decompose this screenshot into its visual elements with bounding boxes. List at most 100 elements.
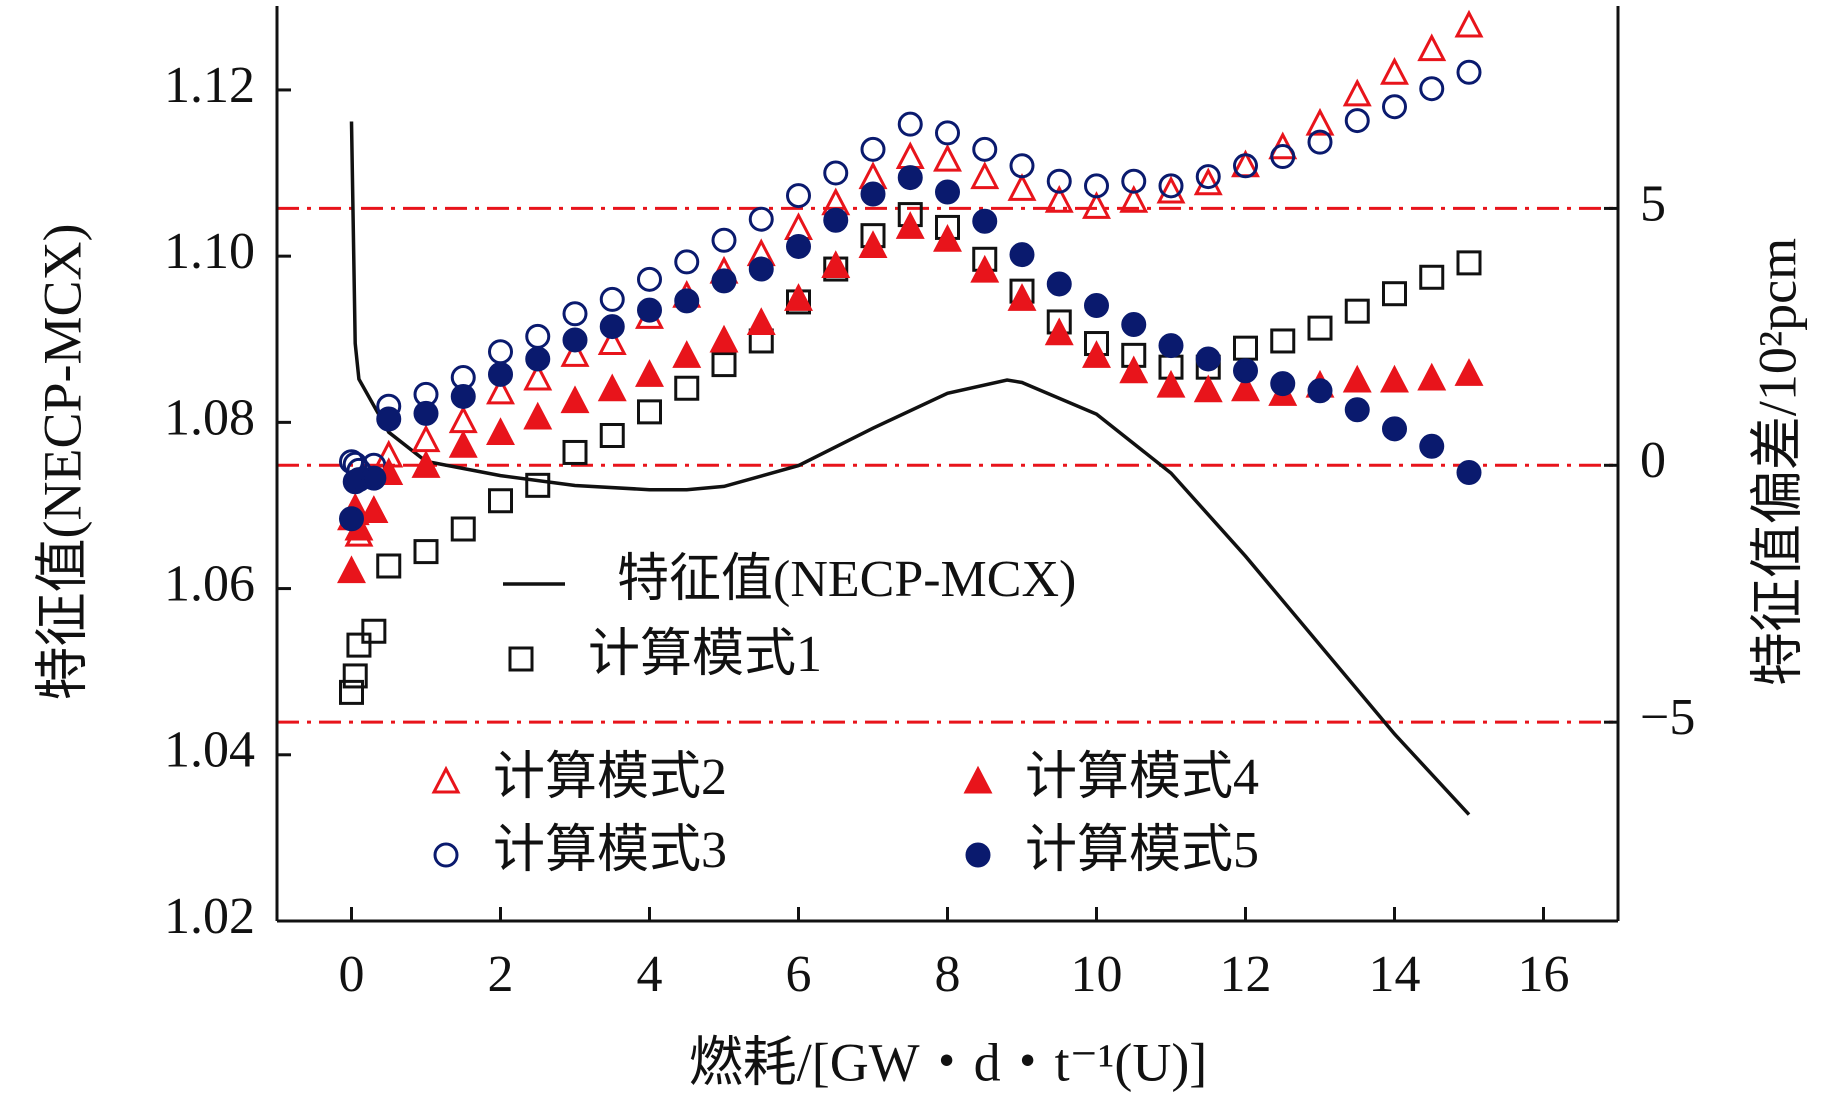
data-point: [1307, 129, 1333, 155]
legend-label: 特征值(NECP-MCX): [617, 551, 1076, 608]
data-point: [1156, 369, 1186, 398]
data-point: [411, 450, 441, 478]
data-point: [933, 224, 962, 252]
data-point: [1419, 264, 1445, 290]
data-point: [1121, 168, 1147, 194]
legend-marker: [508, 646, 534, 672]
data-point: [1344, 397, 1370, 423]
y-axis-title: 特征值(NECP-MCX): [32, 223, 92, 700]
data-point: [637, 266, 662, 292]
data-point: [1419, 76, 1445, 102]
data-point: [1382, 416, 1407, 442]
data-point: [1380, 364, 1409, 393]
y2-tick-label: 0: [1640, 432, 1666, 489]
data-point: [1007, 173, 1037, 201]
data-point: [970, 254, 1000, 283]
data-point: [860, 136, 886, 162]
data-point: [970, 161, 1000, 190]
data-point: [486, 417, 515, 445]
data-point: [1305, 107, 1335, 136]
y2-axis-title: 特征值偏差/10²pcm: [1747, 238, 1807, 686]
data-point: [748, 206, 774, 232]
data-point: [488, 361, 513, 387]
data-point: [1417, 33, 1447, 62]
data-point: [823, 160, 849, 186]
data-point: [450, 383, 476, 409]
data-point: [525, 472, 551, 498]
data-point: [488, 339, 513, 365]
data-point: [337, 555, 366, 584]
data-point: [376, 553, 402, 579]
data-point: [1046, 271, 1072, 297]
data-point: [1419, 433, 1445, 459]
data-point: [488, 488, 513, 514]
data-point: [1344, 108, 1370, 134]
data-point: [599, 423, 625, 449]
data-point: [1342, 364, 1372, 393]
data-point: [339, 506, 364, 532]
data-point: [1195, 164, 1221, 190]
data-point: [597, 373, 627, 402]
data-point: [599, 314, 625, 340]
legend-label: 计算模式5: [1025, 822, 1259, 879]
data-point: [1270, 144, 1296, 170]
data-point: [1193, 167, 1223, 196]
data-point: [1307, 378, 1333, 404]
legend-label: 计算模式4: [1025, 749, 1259, 806]
data-point: [448, 430, 478, 458]
data-point: [1119, 355, 1149, 384]
data-point: [597, 327, 627, 356]
data-point: [1454, 9, 1484, 38]
data-point: [1456, 250, 1482, 276]
y-tick-label: 1.12: [164, 57, 255, 114]
data-line: [349, 121, 1471, 816]
data-point: [1342, 78, 1372, 107]
data-point: [1193, 374, 1223, 403]
x-axis-title: 燃耗/[GW・d・t⁻¹(U)]: [689, 1032, 1208, 1092]
data-point: [895, 141, 925, 170]
data-point: [1456, 459, 1482, 485]
data-point: [637, 297, 662, 323]
data-point: [450, 516, 476, 542]
x-tick-label: 4: [637, 946, 663, 1003]
data-point: [413, 539, 439, 565]
data-point: [560, 385, 590, 414]
data-point: [562, 301, 588, 327]
data-point: [599, 286, 625, 312]
data-point: [1009, 153, 1035, 179]
data-point: [562, 439, 588, 465]
data-point: [1158, 333, 1184, 359]
legend-marker: [433, 842, 459, 868]
data-point: [972, 136, 998, 162]
data-point: [935, 120, 960, 146]
data-point: [672, 340, 702, 368]
data-point: [637, 399, 662, 425]
data-point: [711, 352, 737, 378]
data-point: [523, 362, 553, 391]
data-point: [1270, 371, 1296, 397]
data-point: [339, 679, 364, 705]
data-point: [972, 208, 998, 234]
data-point: [711, 227, 737, 253]
data-point: [821, 250, 851, 278]
data-point: [523, 401, 553, 430]
x-tick-label: 0: [339, 946, 365, 1003]
data-point: [486, 376, 515, 405]
data-point: [1007, 283, 1037, 311]
y-tick-label: 1.02: [164, 888, 255, 945]
data-point: [860, 181, 886, 207]
data-point: [1156, 175, 1186, 204]
y-tick-label: 1.08: [164, 389, 255, 446]
legend-marker: [965, 842, 991, 868]
data-point: [525, 346, 551, 372]
y2-tick-label: 5: [1640, 175, 1666, 232]
data-point: [897, 165, 923, 191]
data-point: [674, 249, 700, 275]
data-point: [711, 268, 737, 294]
y-tick-label: 1.04: [164, 722, 255, 779]
data-point: [1307, 315, 1333, 341]
data-point: [1084, 293, 1109, 319]
data-point: [786, 183, 811, 209]
data-point: [361, 618, 387, 644]
y2-tick-label: −5: [1640, 689, 1695, 746]
